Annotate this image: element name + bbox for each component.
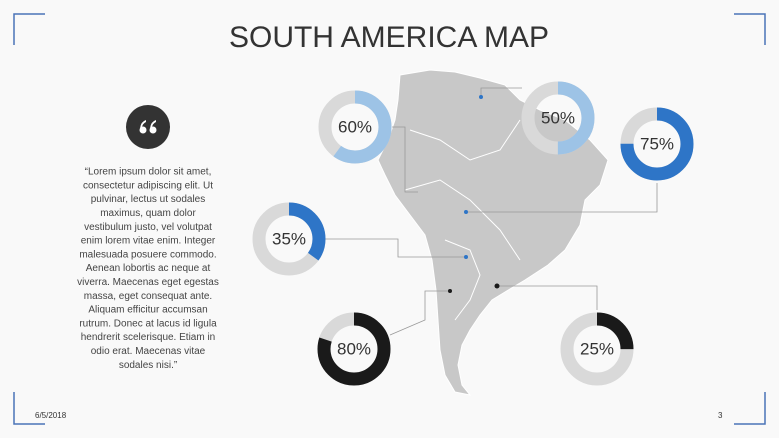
map-borders	[404, 119, 521, 321]
title: SOUTH AMERICA MAP	[229, 21, 549, 54]
donut-label: 80%	[337, 339, 371, 358]
quote-line: maximus, quam dolor	[100, 208, 196, 219]
quote-line: Aenean lobortis ac neque at	[86, 263, 211, 274]
donut-arc	[252, 202, 326, 276]
corner-brackets	[13, 13, 766, 425]
connector-dots	[448, 95, 500, 293]
quote-line: rutrum. Donec at lacus id ligula	[79, 318, 217, 329]
quote-line: sodales nisi.”	[119, 360, 177, 371]
quote-line: Aliquam efficitur accumsan	[88, 305, 207, 316]
quote-line: hendrerit scelerisque. Etiam in	[81, 332, 216, 343]
page-number: 3	[718, 411, 723, 420]
quote-icon	[126, 105, 170, 149]
quote-line: odio erat. Maecenas vitae	[91, 346, 206, 357]
quote-line: “Lorem ipsum dolor sit amet,	[85, 167, 212, 178]
quote-line: enim lorem vitae enim. Integer	[81, 236, 216, 247]
donut-arc	[521, 81, 595, 155]
date: 6/5/2018	[35, 411, 67, 420]
connectors	[325, 87, 658, 336]
quote-line: vestibulum justo, vel volutpat	[84, 222, 212, 233]
donut-arc	[560, 312, 634, 386]
donut-label: 75%	[640, 134, 674, 153]
quote-line: consectetur adipiscing elit. Ut	[83, 180, 213, 191]
quote-glyph	[139, 120, 157, 134]
donut-label: 50%	[541, 108, 575, 127]
donut-label: 60%	[338, 117, 372, 136]
quote-line: viverra. Maecenas eget egestas	[77, 277, 219, 288]
quote-line: pulvinar, lectus ut sodales	[91, 194, 206, 205]
donut-label: 35%	[272, 229, 306, 248]
donut-label: 25%	[580, 339, 614, 358]
donut-arc	[317, 312, 391, 386]
donut-arc	[620, 107, 694, 181]
quote-line: malesuada posuere commodo.	[79, 249, 216, 260]
quote-line: massa, eget consequat ante.	[84, 291, 212, 302]
donut-arc	[318, 90, 392, 164]
